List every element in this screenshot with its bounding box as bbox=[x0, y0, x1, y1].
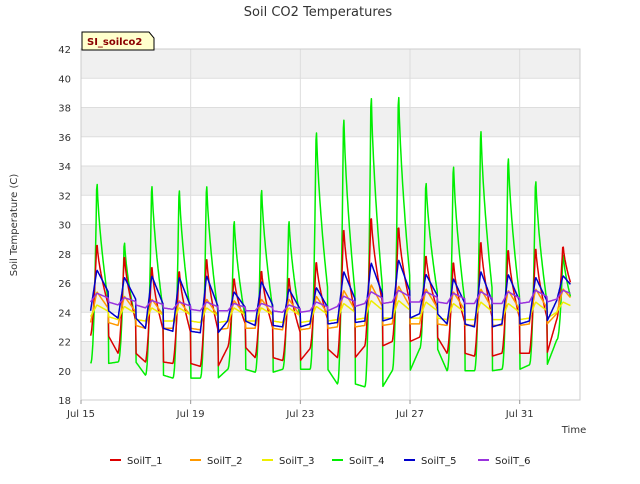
y-axis-ticks: 18 20 22 24 26 28 30 32 34 36 38 40 42 bbox=[58, 45, 71, 407]
y-tick-label: 34 bbox=[58, 162, 71, 173]
grid-band bbox=[81, 107, 580, 137]
y-tick-label: 18 bbox=[58, 396, 71, 407]
chart-title: Soil CO2 Temperatures bbox=[244, 5, 393, 20]
grid-band bbox=[81, 224, 580, 254]
y-tick-label: 20 bbox=[58, 367, 71, 378]
grid-band bbox=[81, 49, 580, 79]
y-tick-label: 38 bbox=[58, 104, 71, 115]
grid-band bbox=[81, 166, 580, 196]
legend-label: SoilT_3 bbox=[279, 456, 315, 467]
y-tick-label: 30 bbox=[58, 221, 71, 232]
x-tick-label: Jul 19 bbox=[176, 409, 205, 420]
series-lines bbox=[89, 96, 572, 388]
legend-label: SoilT_2 bbox=[207, 456, 243, 467]
y-tick-label: 36 bbox=[58, 133, 71, 144]
legend-label: SoilT_4 bbox=[349, 456, 385, 467]
x-tick-label: Jul 23 bbox=[285, 409, 314, 420]
site-badge: SI_soilco2 bbox=[81, 31, 155, 51]
series-line-soilt-3 bbox=[89, 300, 571, 324]
y-tick-label: 24 bbox=[58, 308, 71, 319]
x-tick-label: Jul 27 bbox=[395, 409, 424, 420]
y-tick-label: 42 bbox=[58, 45, 71, 56]
y-tick-label: 22 bbox=[58, 338, 71, 349]
grid-band bbox=[81, 341, 580, 371]
site-badge-box bbox=[81, 31, 155, 51]
y-tick-label: 40 bbox=[58, 74, 71, 85]
plot-area-border bbox=[80, 48, 581, 401]
y-axis-title: Soil Temperature (C) bbox=[9, 174, 20, 277]
legend-label: SoilT_5 bbox=[421, 456, 457, 467]
x-tick-label: Jul 15 bbox=[66, 409, 95, 420]
x-axis-title: Time bbox=[561, 425, 586, 436]
x-axis-ticks: Jul 15 Jul 19 Jul 23 Jul 27 Jul 31 bbox=[66, 400, 534, 420]
legend-label: SoilT_6 bbox=[495, 456, 531, 467]
plot-bands bbox=[81, 49, 580, 371]
y-tick-label: 28 bbox=[58, 250, 71, 261]
series-line-soilt-2 bbox=[89, 284, 572, 331]
site-badge-label: SI_soilco2 bbox=[87, 37, 142, 48]
legend: SoilT_1 SoilT_2 SoilT_3 SoilT_4 SoilT_5 SoilT… bbox=[110, 456, 531, 467]
y-tick-label: 32 bbox=[58, 191, 71, 202]
y-tick-label: 26 bbox=[58, 279, 71, 290]
x-tick-label: Jul 31 bbox=[505, 409, 534, 420]
series-line-soilt-4 bbox=[89, 96, 572, 388]
legend-label: SoilT_1 bbox=[127, 456, 163, 467]
series-line-soilt-6 bbox=[89, 289, 571, 313]
